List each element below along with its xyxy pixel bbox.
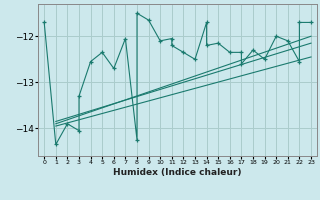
- X-axis label: Humidex (Indice chaleur): Humidex (Indice chaleur): [113, 168, 242, 177]
